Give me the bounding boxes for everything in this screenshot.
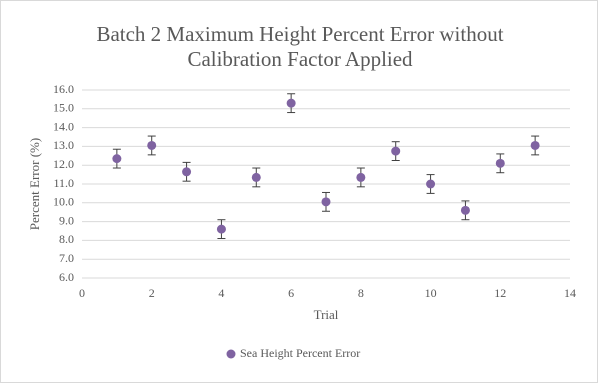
x-tick-label: 14 (564, 286, 576, 300)
x-tick-label: 2 (149, 286, 155, 300)
y-tick-label: 10.0 (53, 195, 74, 209)
point (460, 205, 470, 215)
x-tick-label: 6 (288, 286, 294, 300)
point (356, 172, 366, 182)
point (251, 172, 261, 182)
point (426, 179, 436, 189)
point (495, 158, 505, 168)
y-tick-label: 11.0 (53, 176, 74, 190)
point (112, 154, 122, 164)
legend-label: Sea Height Percent Error (240, 346, 360, 360)
point (391, 146, 401, 156)
y-tick-label: 16.0 (53, 82, 74, 96)
point (216, 224, 226, 234)
point (182, 167, 192, 177)
point (530, 140, 540, 150)
y-tick-label: 9.0 (59, 213, 74, 227)
y-tick-label: 8.0 (59, 232, 74, 246)
x-tick-label: 8 (358, 286, 364, 300)
legend-marker (226, 349, 236, 359)
x-tick-label: 10 (425, 286, 437, 300)
x-tick-label: 12 (494, 286, 506, 300)
y-tick-label: 13.0 (53, 138, 74, 152)
chart-title: Batch 2 Maximum Height Percent Error wit… (96, 22, 504, 71)
y-tick-label: 7.0 (59, 251, 74, 265)
point (321, 197, 331, 207)
x-tick-label: 4 (218, 286, 224, 300)
y-tick-label: 15.0 (53, 101, 74, 115)
point (286, 98, 296, 108)
y-tick-label: 12.0 (53, 157, 74, 171)
x-tick-label: 0 (79, 286, 85, 300)
point (147, 140, 157, 150)
y-axis-label: Percent Error (%) (27, 138, 42, 230)
x-axis-label: Trial (314, 307, 339, 322)
y-tick-label: 6.0 (59, 270, 74, 284)
y-tick-label: 14.0 (53, 119, 74, 133)
